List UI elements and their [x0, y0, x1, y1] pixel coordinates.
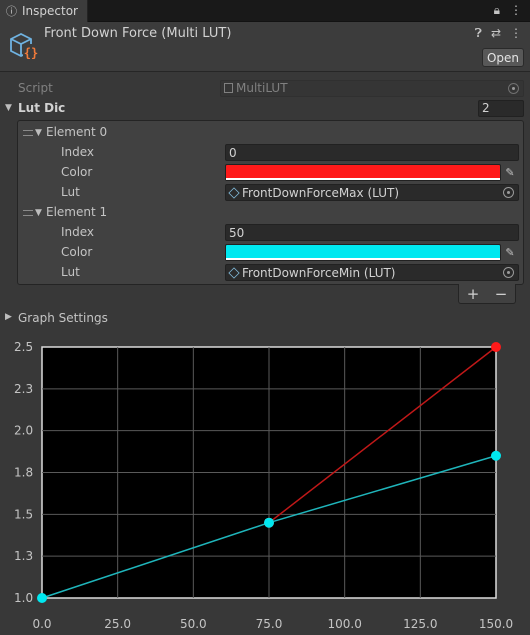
- element-1-title[interactable]: Element 1: [46, 205, 108, 219]
- x-tick-label: 50.0: [180, 617, 207, 631]
- lut-label: Lut: [61, 185, 80, 199]
- element-0-lut-field[interactable]: FrontDownForceMax (LUT): [225, 184, 519, 201]
- foldout-closed-icon[interactable]: ▶: [5, 312, 12, 322]
- tab-bar: ⓘ Inspector 🔒︎ ⋮: [0, 0, 530, 22]
- preset-icon[interactable]: ⇄: [490, 26, 501, 40]
- help-icon[interactable]: ❓︎: [474, 26, 482, 40]
- foldout-open-icon[interactable]: ▼: [35, 128, 42, 138]
- series-point: [37, 593, 47, 603]
- y-tick-label: 2.3: [14, 382, 33, 396]
- add-element-button[interactable]: +: [466, 284, 480, 303]
- open-button[interactable]: Open: [482, 48, 524, 67]
- tab-inspector[interactable]: ⓘ Inspector: [0, 0, 88, 22]
- series-point: [264, 517, 274, 528]
- svg-text:{}: {}: [24, 46, 38, 60]
- y-tick-label: 2.0: [14, 424, 33, 438]
- element-1-lut-value: FrontDownForceMin (LUT): [242, 265, 396, 280]
- script-value: MultiLUT: [236, 81, 288, 95]
- x-tick-label: 25.0: [104, 617, 131, 631]
- graph-settings-label: Graph Settings: [18, 311, 108, 325]
- element-0-title[interactable]: Element 0: [46, 125, 108, 139]
- element-1-color-field[interactable]: [225, 244, 501, 261]
- kebab-menu-icon[interactable]: ⋮: [510, 3, 522, 17]
- inspector-header: {} Front Down Force (Multi LUT) ❓︎ ⇄ ⋮ O…: [0, 22, 530, 72]
- drag-handle-icon[interactable]: [23, 130, 33, 136]
- element-0-lut-value: FrontDownForceMax (LUT): [242, 185, 400, 200]
- script-label: Script: [18, 81, 53, 95]
- y-tick-label: 1.5: [14, 507, 33, 521]
- lut-dic-row[interactable]: ▼ Lut Dic 2: [0, 99, 530, 117]
- page-title: Front Down Force (Multi LUT): [44, 26, 232, 41]
- object-picker-icon[interactable]: [503, 187, 514, 198]
- graph-settings-row[interactable]: ▶ Graph Settings: [0, 309, 530, 327]
- element-0-color-field[interactable]: [225, 164, 501, 181]
- index-label: Index: [61, 225, 95, 239]
- lut-label: Lut: [61, 265, 80, 279]
- y-tick-label: 2.5: [14, 340, 33, 354]
- index-label: Index: [61, 145, 95, 159]
- more-icon[interactable]: ⋮: [510, 26, 522, 40]
- element-1-lut-field[interactable]: FrontDownForceMin (LUT): [225, 264, 519, 281]
- drag-handle-icon[interactable]: [23, 210, 33, 216]
- remove-element-button[interactable]: −: [494, 284, 508, 303]
- series-point: [491, 342, 501, 352]
- color-label: Color: [61, 165, 93, 179]
- object-picker-icon: [508, 82, 519, 94]
- list-add-remove: + −: [458, 284, 516, 304]
- element-1-index-field[interactable]: 50: [225, 224, 519, 241]
- script-asset-icon: {}: [10, 32, 39, 60]
- color-label: Color: [61, 245, 93, 259]
- lut-dic-size-field[interactable]: 2: [478, 99, 524, 117]
- foldout-open-icon[interactable]: ▼: [35, 208, 42, 218]
- y-tick-label: 1.3: [14, 549, 33, 563]
- x-tick-label: 125.0: [403, 617, 437, 631]
- lut-graph: 1.0 1.3 1.5 1.8 2.0 2.3 2.5 0.0 25.0 50.0 75.0 100.…: [14, 340, 513, 631]
- series-point: [491, 450, 501, 461]
- series-line: [268, 346, 497, 524]
- script-row: Script MultiLUT: [0, 79, 530, 97]
- y-tick-label: 1.0: [14, 591, 33, 605]
- lock-icon[interactable]: 🔒︎: [493, 3, 500, 17]
- script-field: MultiLUT: [220, 79, 524, 97]
- lut-asset-icon: [228, 186, 240, 199]
- lut-asset-icon: [228, 266, 240, 279]
- x-tick-label: 100.0: [327, 617, 361, 631]
- x-tick-label: 75.0: [256, 617, 283, 631]
- y-tick-label: 1.8: [14, 466, 33, 480]
- object-picker-icon[interactable]: [503, 267, 514, 278]
- eyedropper-icon[interactable]: ✎: [505, 166, 515, 179]
- eyedropper-icon[interactable]: ✎: [505, 246, 515, 259]
- foldout-open-icon[interactable]: ▼: [5, 103, 12, 113]
- tab-label: Inspector: [22, 4, 78, 18]
- x-tick-label: 0.0: [32, 617, 51, 631]
- script-file-icon: [224, 83, 233, 93]
- x-tick-label: 150.0: [479, 617, 513, 631]
- element-0-index-field[interactable]: 0: [225, 144, 519, 161]
- lut-dic-label: Lut Dic: [18, 101, 66, 115]
- info-icon: ⓘ: [6, 5, 17, 18]
